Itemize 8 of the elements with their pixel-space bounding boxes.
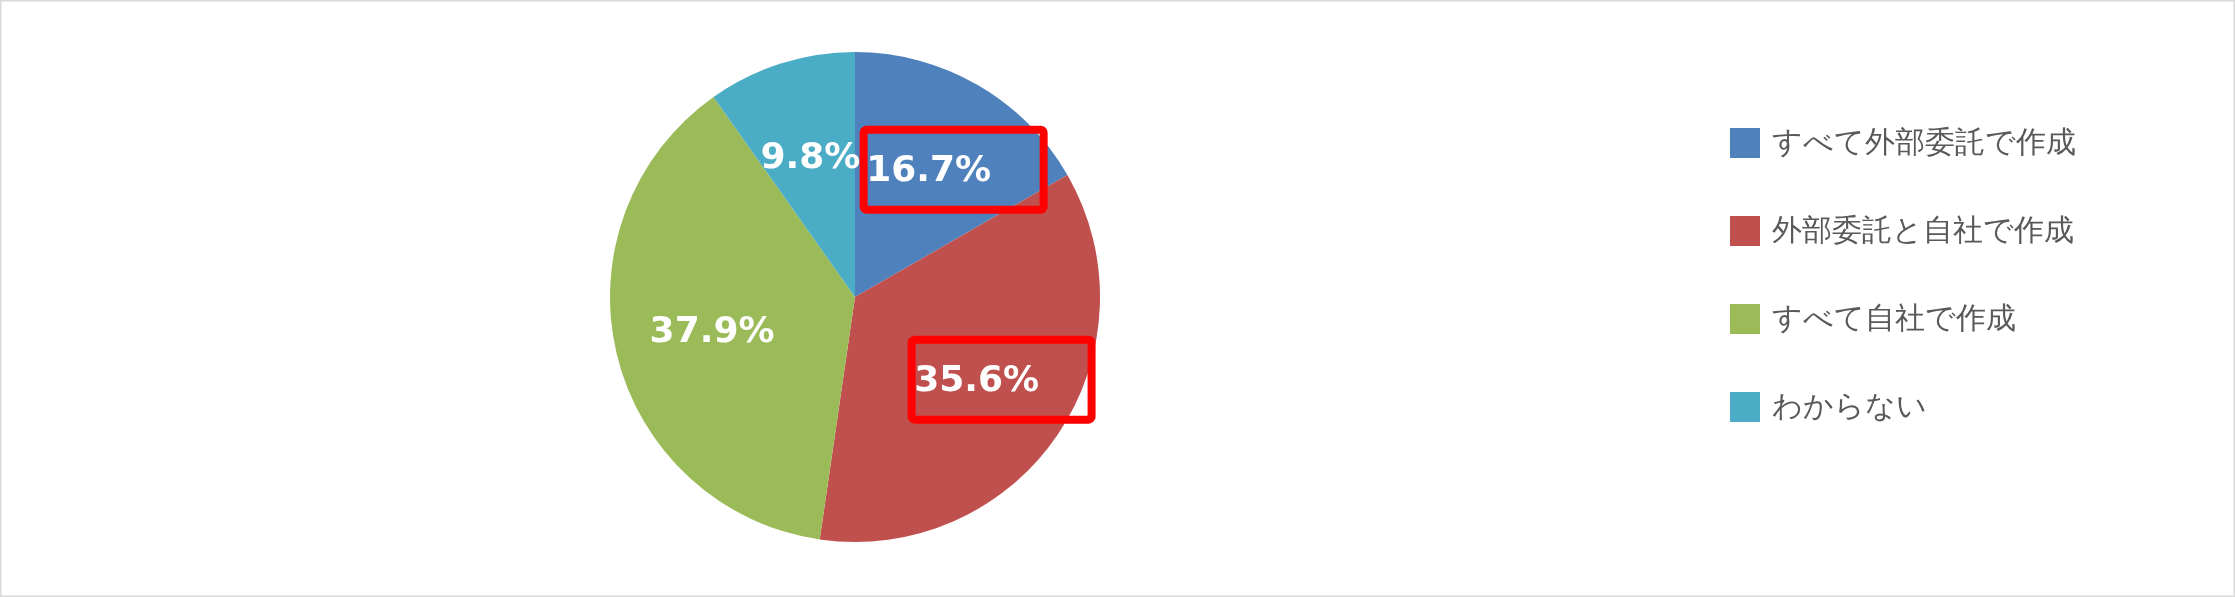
legend-label: 外部委託と自社で作成 xyxy=(1772,212,2074,247)
legend-label: すべて外部委託で作成 xyxy=(1772,124,2076,159)
legend-label: わからない xyxy=(1772,388,1927,423)
legend-label: すべて自社で作成 xyxy=(1772,300,2016,335)
data-label: 16.7% xyxy=(866,147,992,189)
data-label: 9.8% xyxy=(760,134,861,176)
data-label: 37.9% xyxy=(649,309,775,351)
data-label: 35.6% xyxy=(914,357,1040,399)
